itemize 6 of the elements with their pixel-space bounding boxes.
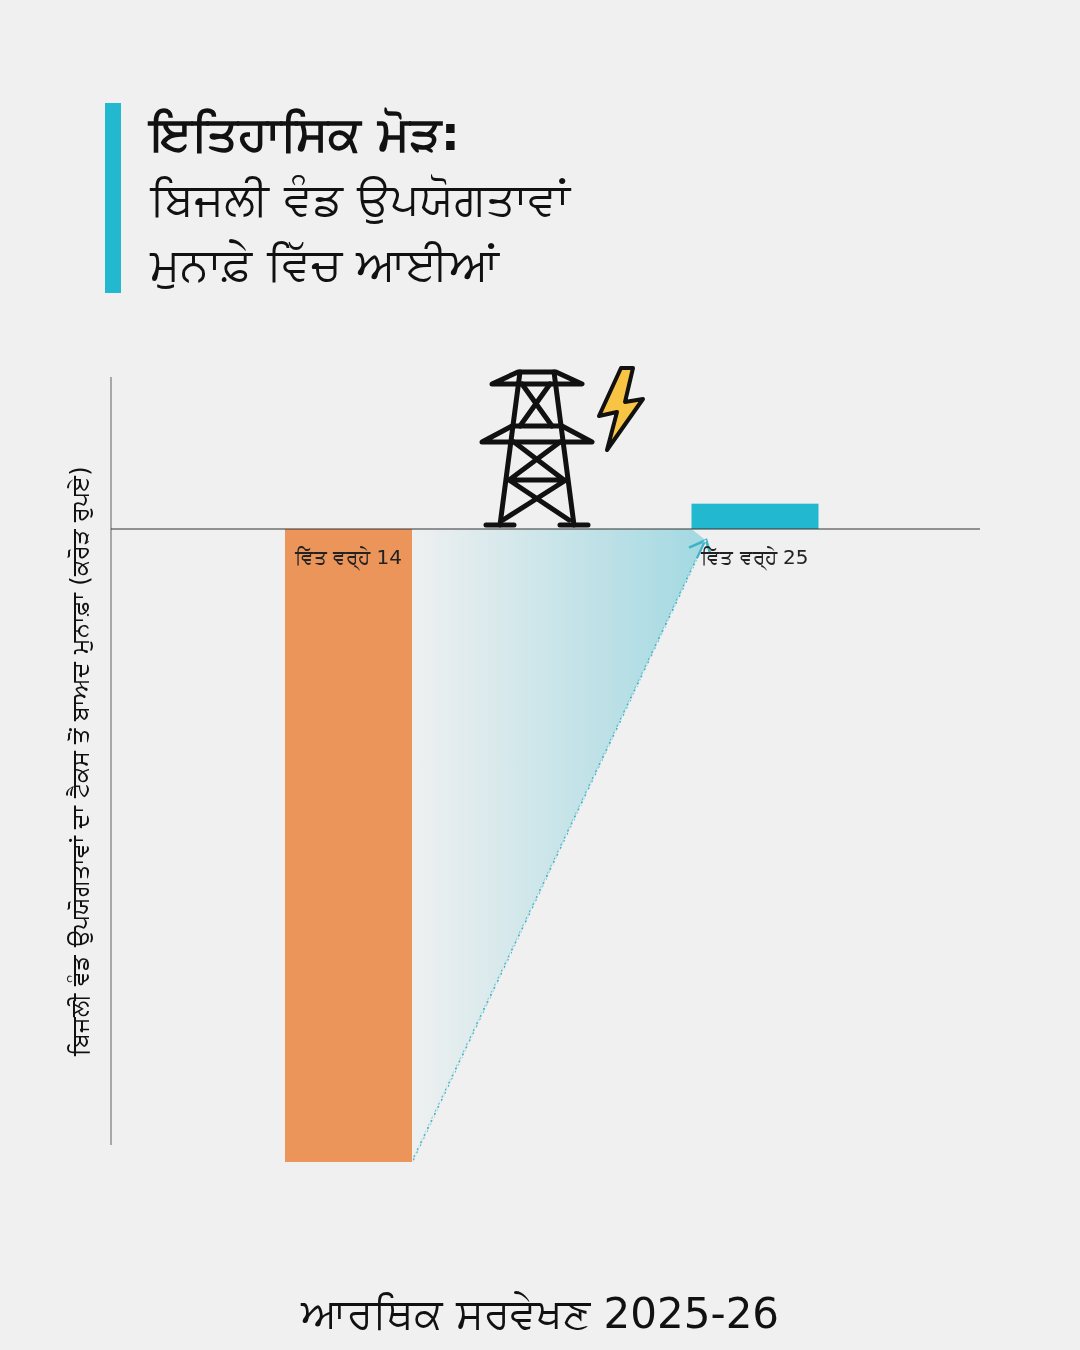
text: ਆਰਥਿਕ ਸਰਵੇਖਣ 2025-26 [299,1289,780,1338]
x-tick-label: ਵਿੱਤ ਵਰ੍ਹੇ 14 [293,545,403,571]
chart-title: ਇਤਿਹਾਸਿਕ ਮੋੜ: [147,105,460,161]
chart-subtitle: ਬਿਜਲੀ ਵੰਡ ਉਪਯੋਗਤਾਵਾਂ ਮੁਨਾਫ਼ੇ ਵਿੱਚ ਆਈਆਂ [149,172,573,291]
y-axis-title: ਬਿਜਲੀ ਵੰਡ ਉਪਯੋਗਤਾਵਾਂ ਦਾ ਟੈਕਸ ਤੋਂ ਬਾਅਦ ਮੁਨਾਫ਼ਾ (ਕਰੋੜ ਰੁਪਏ) [66,466,94,1057]
x-tick-label: ਵਿੱਤ ਵਰ੍ਹੇ 25 [700,545,809,571]
